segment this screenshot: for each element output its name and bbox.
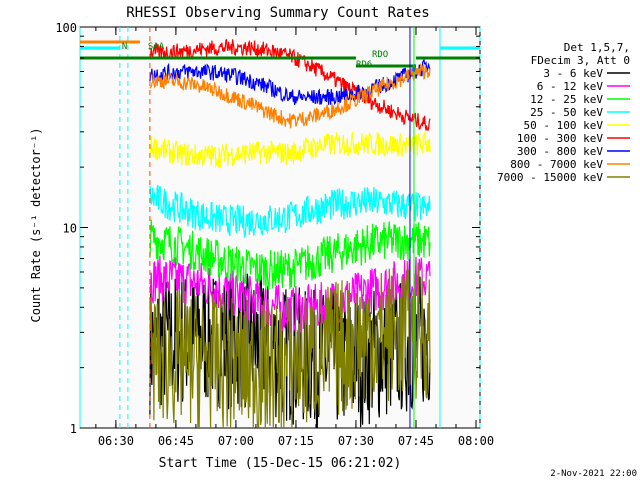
legend-label-5: 100 - 300 keV — [517, 132, 603, 145]
legend-label-1: 6 - 12 keV — [537, 80, 604, 93]
series-line-6 — [149, 58, 431, 106]
annotation-saa: SAA — [148, 42, 165, 52]
annotation-rd6: RD6 — [356, 60, 372, 70]
legend-label-2: 12 - 25 keV — [530, 93, 603, 106]
series-line-2 — [149, 219, 431, 290]
x-tick-label-1: 06:45 — [158, 434, 194, 448]
x-tick-label-4: 07:30 — [338, 434, 374, 448]
chart-title: RHESSI Observing Summary Count Rates — [126, 5, 429, 21]
x-tick-label-2: 07:00 — [218, 434, 254, 448]
y-axis-label: Count Rate (s⁻¹ detector⁻¹) — [29, 127, 43, 322]
legend-header-line-1: Det 1,5,7, — [564, 41, 630, 54]
legend-label-4: 50 - 100 keV — [524, 119, 604, 132]
x-tick-label-5: 07:45 — [398, 434, 434, 448]
series-line-7 — [149, 63, 431, 129]
y-tick-label-1: 10 — [63, 222, 77, 236]
legend-label-3: 25 - 50 keV — [530, 106, 603, 119]
legend-label-0: 3 - 6 keV — [543, 67, 603, 80]
y-tick-label-0: 1 — [70, 422, 77, 436]
series-line-8 — [149, 261, 431, 428]
series-line-1 — [149, 255, 431, 334]
legend-header-line-2: FDecim 3, Att 0 — [531, 54, 630, 67]
series-line-5 — [149, 38, 431, 132]
y-tick-label-2: 100 — [55, 21, 77, 35]
series-line-4 — [149, 130, 431, 168]
legend-label-8: 7000 - 15000 keV — [497, 171, 603, 184]
annotation-rdo: RDO — [372, 50, 388, 60]
annotation-n: N — [122, 42, 127, 52]
x-tick-label-0: 06:30 — [98, 434, 134, 448]
x-tick-label-3: 07:15 — [278, 434, 314, 448]
x-axis-label: Start Time (15-Dec-15 06:21:02) — [159, 456, 402, 471]
legend-label-7: 800 - 7000 keV — [510, 158, 603, 171]
date-stamp: 2-Nov-2021 22:00 — [550, 469, 637, 479]
x-tick-label-6: 08:00 — [458, 434, 494, 448]
legend-label-6: 300 - 800 keV — [517, 145, 603, 158]
series-line-3 — [149, 184, 431, 239]
